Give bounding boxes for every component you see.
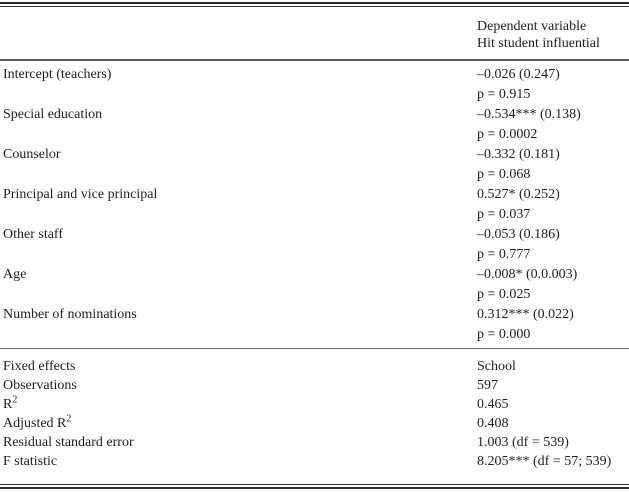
dependent-variable-label: Dependent variable: [477, 19, 587, 34]
coefficient-values: –0.534*** (0.138) p = 0.0002: [477, 105, 629, 145]
stat-label-superscript: 2: [66, 413, 72, 425]
coefficients-section: Intercept (teachers) –0.026 (0.247) p = …: [0, 61, 629, 348]
header-rule: [0, 59, 629, 61]
coefficient-row-principal: Principal and vice principal 0.527* (0.2…: [0, 185, 629, 225]
predictor-label: Special education: [3, 107, 103, 122]
stat-row-f-statistic: F statistic 8.205*** (df = 57; 539): [0, 452, 629, 471]
coefficient-row-intercept: Intercept (teachers) –0.026 (0.247) p = …: [0, 65, 629, 105]
stat-label: Adjusted R2: [0, 414, 477, 433]
stat-label-text: Observations: [3, 378, 77, 393]
coefficient-row-counselor: Counselor –0.332 (0.181) p = 0.068: [0, 145, 629, 185]
p-value: p = 0.0002: [477, 127, 538, 142]
stat-label: Fixed effects: [0, 357, 477, 376]
dependent-variable-name: Hit student influential: [477, 36, 600, 51]
stat-row-r-squared: R2 0.465: [0, 395, 629, 414]
stat-row-adjusted-r-squared: Adjusted R2 0.408: [0, 414, 629, 433]
stat-label-superscript: 2: [12, 394, 18, 406]
coefficient-values: 0.527* (0.252) p = 0.037: [477, 185, 629, 225]
coefficient-values: –0.332 (0.181) p = 0.068: [477, 145, 629, 185]
estimate-value: –0.332 (0.181): [477, 147, 560, 162]
stat-row-residual-standard-error: Residual standard error 1.003 (df = 539): [0, 433, 629, 452]
predictor-label: Number of nominations: [3, 307, 137, 322]
stat-value: 0.408: [477, 416, 509, 431]
stat-value: 597: [477, 378, 498, 393]
p-value: p = 0.068: [477, 167, 531, 182]
stat-label-text: F statistic: [3, 454, 58, 469]
top-double-rule: [0, 2, 629, 7]
estimate-value: 0.312*** (0.022): [477, 307, 574, 322]
coefficient-row-special-education: Special education –0.534*** (0.138) p = …: [0, 105, 629, 145]
stat-row-fixed-effects: Fixed effects School: [0, 357, 629, 376]
stat-value: 8.205*** (df = 57; 539): [477, 454, 612, 469]
stat-label: F statistic: [0, 452, 477, 471]
bottom-double-rule: [0, 484, 629, 489]
coefficient-row-nominations: Number of nominations 0.312*** (0.022) p…: [0, 305, 629, 345]
predictor-label: Age: [3, 267, 27, 282]
header-value-cell: Dependent variable Hit student influenti…: [477, 18, 629, 52]
stat-label-text: Adjusted R: [3, 416, 67, 431]
stat-row-observations: Observations 597: [0, 376, 629, 395]
stat-label-text: Residual standard error: [3, 435, 134, 450]
estimate-value: –0.053 (0.186): [477, 227, 560, 242]
coefficient-values: –0.053 (0.186) p = 0.777: [477, 225, 629, 265]
coefficient-row-other-staff: Other staff –0.053 (0.186) p = 0.777: [0, 225, 629, 265]
header-empty-cell: [0, 18, 477, 52]
stat-label: R2: [0, 395, 477, 414]
coefficient-values: 0.312*** (0.022) p = 0.000: [477, 305, 629, 345]
estimate-value: –0.534*** (0.138): [477, 107, 581, 122]
p-value: p = 0.915: [477, 87, 531, 102]
estimate-value: –0.026 (0.247): [477, 67, 560, 82]
predictor-label: Principal and vice principal: [3, 187, 158, 202]
estimate-value: 0.527* (0.252): [477, 187, 560, 202]
model-stats-section: Fixed effects School Observations 597 R2…: [0, 349, 629, 484]
stat-value: 0.465: [477, 397, 509, 412]
stat-label-text: R: [3, 397, 13, 412]
stat-value: School: [477, 359, 516, 374]
predictor-label: Other staff: [3, 227, 63, 242]
stat-label: Observations: [0, 376, 477, 395]
predictor-label: Intercept (teachers): [3, 67, 112, 82]
coefficient-values: –0.026 (0.247) p = 0.915: [477, 65, 629, 105]
p-value: p = 0.777: [477, 247, 531, 262]
coefficient-values: –0.008* (0.0.003) p = 0.025: [477, 265, 629, 305]
table-header-row: Dependent variable Hit student influenti…: [0, 7, 629, 59]
predictor-label: Counselor: [3, 147, 61, 162]
stat-label-text: Fixed effects: [3, 359, 76, 374]
p-value: p = 0.025: [477, 287, 531, 302]
stat-label: Residual standard error: [0, 433, 477, 452]
section-divider-rule: [0, 348, 629, 349]
p-value: p = 0.037: [477, 207, 531, 222]
estimate-value: –0.008* (0.0.003): [477, 267, 578, 282]
stat-value: 1.003 (df = 539): [477, 435, 569, 450]
p-value: p = 0.000: [477, 327, 531, 342]
coefficient-row-age: Age –0.008* (0.0.003) p = 0.025: [0, 265, 629, 305]
